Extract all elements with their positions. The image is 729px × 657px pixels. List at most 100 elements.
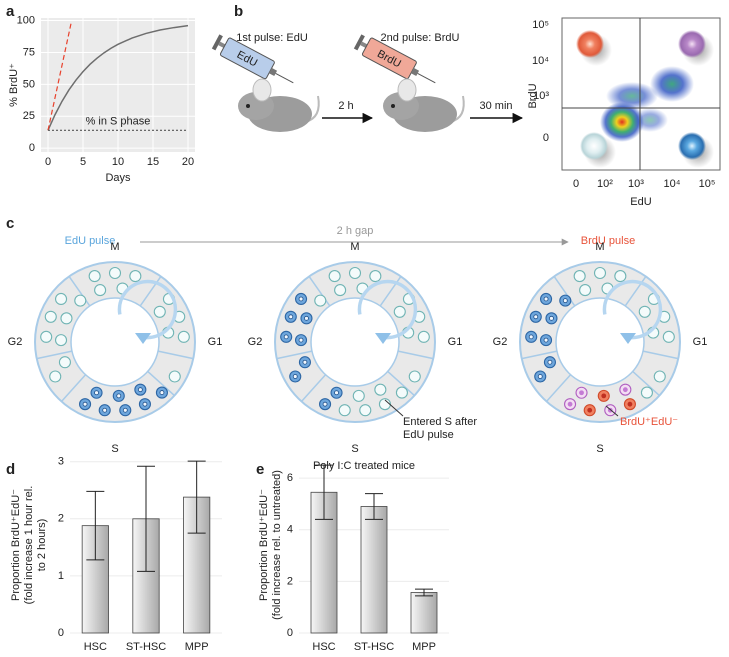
y-tick-label: 10³ [533,90,549,102]
cell [88,270,101,283]
cell [393,305,406,318]
error-bar [137,465,155,572]
cell [338,404,351,417]
cell [359,404,372,417]
cell [328,270,341,283]
cycle-arrow [357,279,418,340]
cell-nucleus [543,296,549,302]
panel-label: d [6,461,15,478]
x-tick-label: 20 [182,156,194,168]
ring-divider [147,370,175,397]
cell [168,370,181,383]
cell-nucleus [302,359,308,365]
cell [593,266,607,280]
cell-nucleus [334,390,339,396]
cell [60,312,73,325]
y-tick-label: 2 [287,575,293,587]
phase-label: M [350,241,359,253]
timeline-label: BrdU pulse [581,235,635,247]
y-tick-label: 10⁵ [532,19,549,31]
cell [58,356,71,369]
x-tick-label: 10² [597,178,613,190]
cell-nucleus [116,393,122,399]
cycle-arrowhead [375,333,391,344]
ring-divider [545,374,572,402]
panel-label: a [6,3,15,20]
cycle-arrowhead [620,333,636,344]
y-tick-label: 0 [58,627,64,639]
x-tick-label: ST-HSC [126,641,166,653]
cell-nucleus [587,407,593,413]
cell [177,330,190,343]
phase-label: G2 [248,336,263,348]
y-axis-label: to 2 hours) [36,519,48,572]
error-bar [86,490,105,561]
x-tick-label: ST-HSC [354,641,394,653]
cell-nucleus [627,401,633,407]
cell [44,310,57,323]
cell-nucleus [547,359,553,365]
cell [334,284,347,297]
cell [653,370,666,383]
phase-label: G1 [208,336,223,348]
cell-nucleus [622,387,628,393]
y-axis-label: BrdU [527,83,539,108]
timeline-label: EdU pulse [65,235,116,247]
cell-nucleus [562,298,568,304]
cell [374,383,387,396]
y-tick-label: 0 [543,132,549,144]
y-axis-label: Proportion BrdU⁺EdU⁻ [10,489,22,601]
cell-nucleus [528,334,534,340]
timeline-label: 2 h gap [337,225,374,237]
cell [417,330,430,343]
y-axis-label: Proportion BrdU⁺EdU⁻ [258,489,270,601]
y-tick-label: 50 [23,78,35,90]
cell-nucleus [533,314,539,320]
cell [638,305,651,318]
cell [573,270,586,283]
cell [314,294,327,307]
annotation: % in S phase [86,115,151,127]
interval-label: 30 min [479,100,512,112]
y-tick-label: 2 [58,513,64,525]
cell-nucleus [82,401,88,407]
x-tick-label: MPP [185,641,209,653]
cell [579,284,592,297]
panel-label: b [234,3,243,20]
y-tick-label: 1 [58,570,64,582]
x-tick-label: 10 [112,156,124,168]
cell-nucleus [537,374,543,379]
cell [662,330,675,343]
y-tick-label: 25 [23,110,35,122]
annotation: EdU pulse [403,429,454,441]
ring-divider [624,276,647,307]
cell-nucleus [94,390,99,396]
ring-divider [379,276,402,307]
cell [108,266,122,280]
ring-divider [139,276,162,307]
syringe-caption: 1st pulse: EdU [236,32,308,44]
ring-divider [300,374,327,402]
x-tick-label: 0 [573,178,579,190]
cell-nucleus [304,315,309,321]
syringe: BrdU [353,34,436,84]
y-axis-label: (fold increase rel. to untreated) [271,470,283,620]
mouse [383,78,465,132]
x-tick-label: 10³ [628,178,644,190]
cell [395,386,408,399]
ring-inner [310,297,400,387]
cell-nucleus [298,296,304,302]
phase-label: G1 [448,336,463,348]
cell-nucleus [142,401,148,407]
annotation: Entered S after [403,416,477,428]
cell [54,334,68,347]
interval-label: 2 h [338,100,353,112]
ring-divider [36,350,73,360]
ring-inner [70,297,160,387]
ring-divider [60,374,87,402]
panel-label: c [6,215,14,232]
phase-label: M [110,241,119,253]
cell-nucleus [102,407,108,413]
